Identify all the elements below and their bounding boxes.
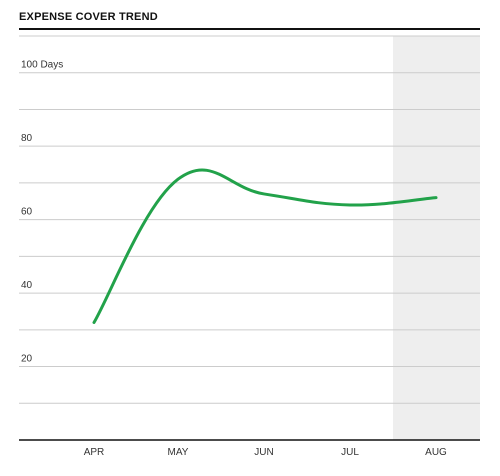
y-tick-label: 100 Days [21,60,63,71]
title-rule [19,28,480,30]
y-tick-label: 40 [21,280,33,291]
x-tick-label: AUG [425,447,447,458]
x-tick-label: JUL [341,447,359,458]
y-tick-label: 20 [21,354,33,365]
y-tick-label: 60 [21,207,33,218]
chart-title: EXPENSE COVER TREND [19,11,158,23]
y-tick-label: 80 [21,133,33,144]
x-tick-label: MAY [168,447,189,458]
highlight-band [393,36,480,440]
x-tick-label: APR [84,447,105,458]
x-tick-label: JUN [254,447,273,458]
series-line [92,168,438,324]
